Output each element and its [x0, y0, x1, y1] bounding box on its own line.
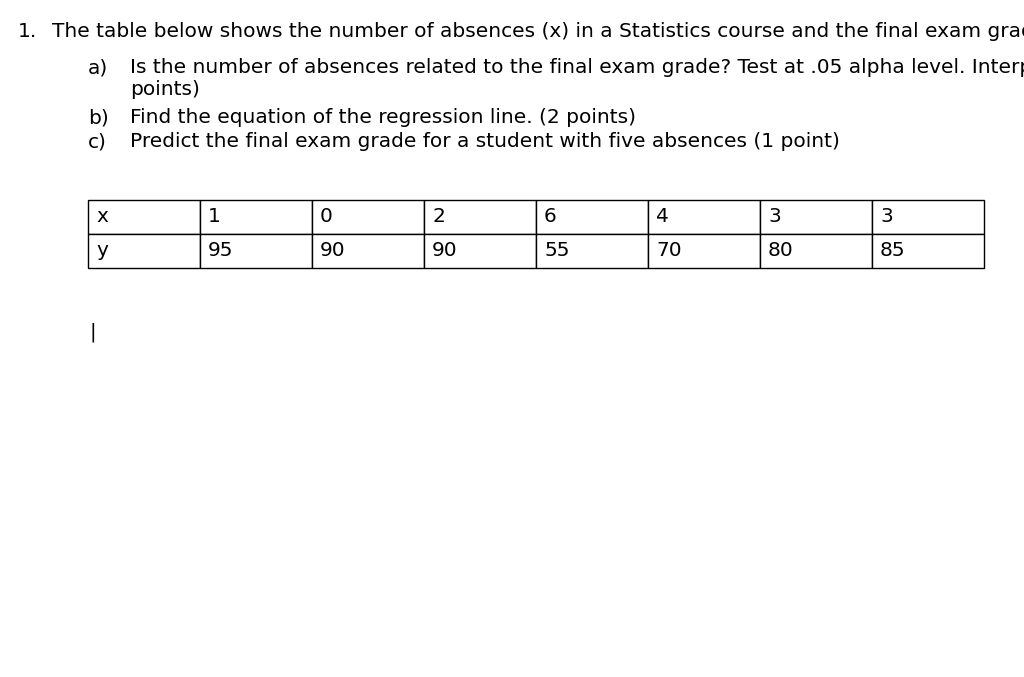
Text: 4: 4 [656, 207, 669, 227]
Bar [312, 234, 424, 268]
Text: 0: 0 [319, 207, 333, 227]
Text: 80: 80 [768, 242, 794, 261]
Text: x: x [96, 207, 108, 227]
Text: b): b) [88, 108, 109, 127]
Bar [872, 200, 984, 234]
Text: 95: 95 [208, 242, 233, 261]
Text: c): c) [88, 132, 106, 151]
Text: 1: 1 [208, 207, 221, 227]
Text: 6: 6 [544, 207, 557, 227]
Text: 3: 3 [768, 207, 780, 227]
Text: y: y [96, 242, 108, 261]
Text: points): points) [130, 80, 200, 99]
Bar [648, 234, 760, 268]
Text: |: | [90, 323, 96, 343]
Bar [872, 234, 984, 268]
Text: 55: 55 [544, 242, 569, 261]
Text: Find the equation of the regression line. (2 points): Find the equation of the regression line… [130, 108, 636, 127]
Text: 70: 70 [656, 242, 682, 261]
Text: 90: 90 [432, 242, 458, 261]
Bar [312, 200, 424, 234]
Text: 85: 85 [880, 242, 905, 261]
Bar [88, 200, 200, 234]
Text: a): a) [88, 58, 109, 77]
Text: Is the number of absences related to the final exam grade? Test at .05 alpha lev: Is the number of absences related to the… [130, 58, 1024, 77]
Text: Predict the final exam grade for a student with five absences (1 point): Predict the final exam grade for a stude… [130, 132, 840, 151]
Bar [760, 200, 872, 234]
Bar [536, 200, 648, 234]
Bar [424, 234, 536, 268]
Bar [536, 234, 648, 268]
Bar [648, 200, 760, 234]
Bar [88, 234, 200, 268]
Text: 3: 3 [880, 207, 893, 227]
Text: 1.: 1. [18, 22, 37, 41]
Text: 90: 90 [319, 242, 346, 261]
Bar [200, 234, 312, 268]
Bar [760, 234, 872, 268]
Bar [200, 200, 312, 234]
Bar [424, 200, 536, 234]
Text: 2: 2 [432, 207, 444, 227]
Text: The table below shows the number of absences (x) in a Statistics course and the : The table below shows the number of abse… [52, 22, 1024, 41]
